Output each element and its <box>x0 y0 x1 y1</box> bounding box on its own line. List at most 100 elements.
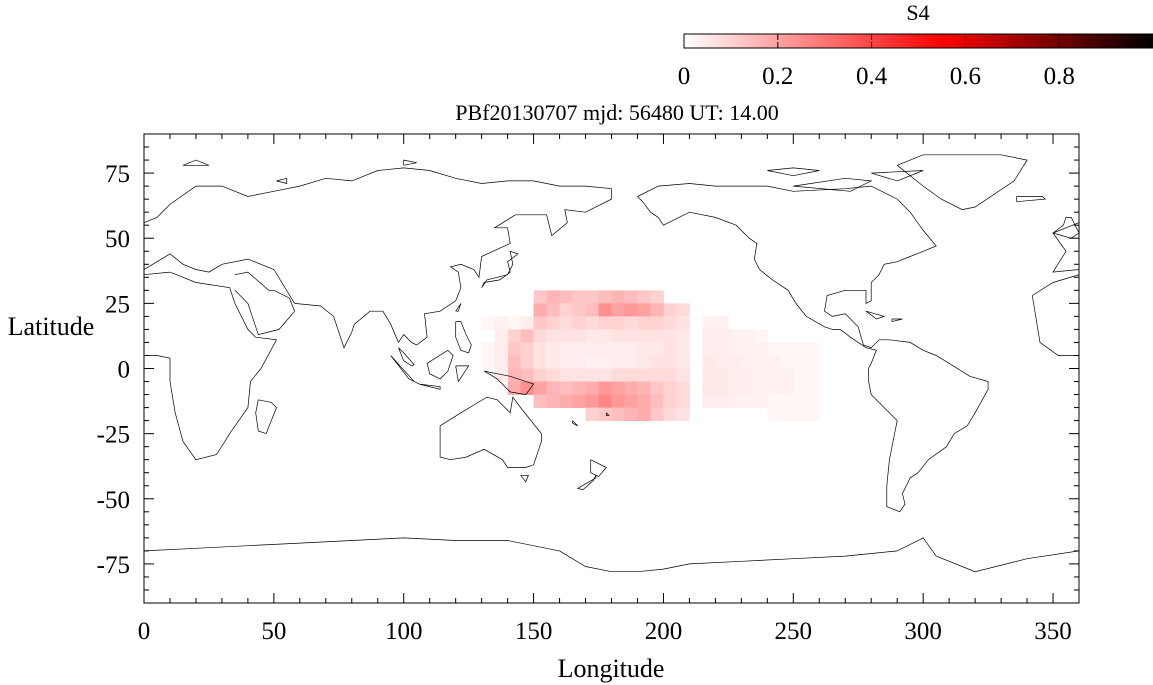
s4-cell <box>650 342 664 356</box>
y-tick-label: 50 <box>105 226 130 253</box>
s4-cell <box>624 368 638 382</box>
coastline <box>1118 160 1144 165</box>
s4-cell <box>663 381 677 395</box>
s4-cell <box>585 355 599 369</box>
coastline <box>605 412 610 416</box>
s4-cell <box>780 407 794 422</box>
s4-cell <box>598 355 612 369</box>
coastline <box>455 365 470 383</box>
s4-cell <box>806 355 820 369</box>
coastline <box>182 159 210 166</box>
s4-cell <box>481 342 496 356</box>
x-tick-label: 150 <box>515 618 553 645</box>
s4-cell <box>572 368 586 382</box>
s4-cell <box>520 329 534 343</box>
s4-cell <box>741 381 755 395</box>
s4-cell <box>611 303 625 317</box>
coastline <box>276 177 288 184</box>
colorbar-tick-label: 0.2 <box>762 63 793 90</box>
s4-cell <box>637 355 651 369</box>
s4-cell <box>754 381 768 395</box>
s4-cell <box>598 368 612 382</box>
s4-cell <box>780 368 794 382</box>
s4-cell <box>585 303 599 317</box>
s4-cell <box>793 342 807 356</box>
s4-cell <box>676 316 690 330</box>
s4-cell <box>676 381 690 395</box>
chart-title: PBf20130707 mjd: 56480 UT: 14.00 <box>455 100 778 125</box>
s4-cell <box>559 342 573 356</box>
s4-cell <box>507 368 521 382</box>
colorbar-tick-label: 0 <box>678 63 691 90</box>
s4-cell <box>572 290 586 304</box>
s4-cell <box>598 290 612 304</box>
s4-cell <box>663 303 677 317</box>
s4-cell <box>806 394 820 408</box>
coastline <box>896 154 1028 210</box>
s4-cell <box>650 394 664 408</box>
s4-cell <box>520 316 534 330</box>
s4-cell <box>702 329 716 343</box>
s4-cell <box>624 355 638 369</box>
x-tick-label: 300 <box>904 618 942 645</box>
s4-cell <box>494 342 509 356</box>
s4-cell <box>585 381 599 395</box>
s4-cell <box>715 329 729 343</box>
s4-cell <box>637 381 651 395</box>
s4-cell <box>728 355 742 369</box>
s4-cell <box>598 329 612 343</box>
s4-cell <box>650 368 664 382</box>
s4-cell <box>728 368 742 382</box>
s4-cell <box>520 355 534 369</box>
s4-cell <box>676 394 690 408</box>
colorbar-title: S4 <box>906 0 929 25</box>
coastlines <box>144 154 1144 573</box>
x-tick-label: 0 <box>138 618 151 645</box>
coastline <box>1052 222 1079 273</box>
s4-cell <box>598 342 612 356</box>
colorbar-ticks: 0 0.2 0.4 0.6 0.8 <box>678 34 1075 90</box>
s4-cell <box>767 394 781 408</box>
s4-cell <box>741 355 755 369</box>
s4-cell <box>624 316 638 330</box>
coastline <box>144 271 278 461</box>
s4-cell <box>520 368 534 382</box>
s4-cell <box>611 368 625 382</box>
s4-cell <box>728 329 742 343</box>
coastline <box>793 177 873 192</box>
s4-cell <box>676 329 690 343</box>
s4-cell <box>585 342 599 356</box>
s4-cell <box>546 368 560 382</box>
s4-cell <box>585 290 599 304</box>
s4-cell <box>598 394 612 408</box>
coastline <box>1078 550 1079 551</box>
s4-cell <box>533 394 547 408</box>
s4-cell <box>546 290 560 304</box>
coastline <box>439 396 542 468</box>
s4-cell <box>702 342 716 356</box>
s4-cell <box>793 368 807 382</box>
s4-cell <box>637 394 651 408</box>
s4-cell <box>676 342 690 356</box>
s4-cell <box>481 316 496 330</box>
s4-cell <box>611 394 625 408</box>
x-tick-label: 200 <box>645 618 683 645</box>
y-tick-label: 0 <box>118 357 131 384</box>
x-tick-label: 350 <box>1034 618 1072 645</box>
s4-cell <box>793 355 807 369</box>
s4-cell <box>624 407 638 422</box>
s4-cell <box>559 303 573 317</box>
s4-cell <box>767 407 781 422</box>
s4-cell <box>793 381 807 395</box>
s4-cell <box>611 316 625 330</box>
s4-cell <box>585 329 599 343</box>
s4-cell <box>754 329 768 343</box>
y-tick-label: 75 <box>105 161 130 188</box>
coastline <box>520 474 529 483</box>
coastline <box>871 170 924 182</box>
s4-cell <box>676 368 690 382</box>
s4-cell <box>624 303 638 317</box>
s4-cell <box>611 342 625 356</box>
